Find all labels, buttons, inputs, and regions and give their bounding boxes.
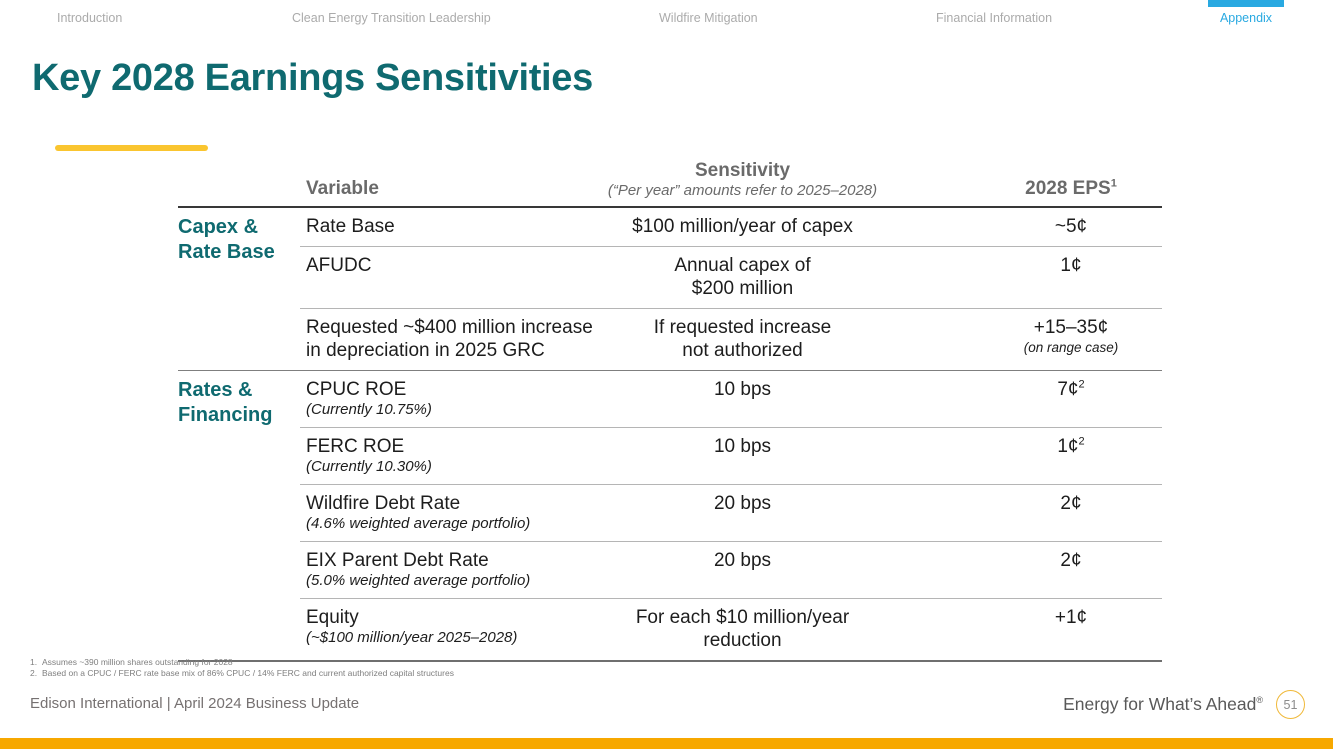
footnote: 2. Based on a CPUC / FERC rate base mix o… — [30, 668, 454, 678]
cell-eps: 1¢ — [980, 246, 1162, 309]
footnote: 1. Assumes ~390 million shares outstandin… — [30, 657, 233, 667]
cell-sensitivity: For each $10 million/year reduction — [595, 598, 980, 662]
nav-item-wildfire-mitigation[interactable]: Wildfire Mitigation — [659, 11, 758, 25]
table-row: Rates & Financing CPUC ROE (Currently 10… — [178, 370, 1162, 662]
column-header-eps: 2028 EPS1 — [980, 160, 1162, 208]
cell-variable: EIX Parent Debt Rate (5.0% weighted aver… — [300, 541, 595, 599]
page-number-badge: 51 — [1276, 690, 1305, 719]
cell-sensitivity: $100 million/year of capex — [632, 216, 853, 237]
title-accent-line — [55, 145, 208, 151]
table-row: EIX Parent Debt Rate (5.0% weighted aver… — [178, 541, 1162, 599]
table-row: Equity (~$100 million/year 2025–2028) Fo… — [178, 598, 1162, 662]
footer-presentation-title: Edison International | April 2024 Busine… — [30, 695, 360, 712]
brand-tagline: Energy for What’s Ahead® — [1063, 694, 1263, 714]
nav-item-clean-energy-transition-leadership[interactable]: Clean Energy Transition Leadership — [292, 11, 491, 25]
table-row: Capex & Rate Base Rate Base $100 million… — [178, 207, 1162, 263]
footer-right: Energy for What’s Ahead® 51 — [1063, 690, 1305, 719]
table-row: Wildfire Debt Rate (4.6% weighted averag… — [178, 484, 1162, 542]
cell-variable: FERC ROE (Currently 10.30%) — [300, 427, 595, 485]
cell-sensitivity: 20 bps — [595, 541, 980, 599]
bottom-accent-bar — [0, 738, 1333, 749]
cell-sensitivity: 20 bps — [595, 484, 980, 542]
column-header-group — [178, 160, 300, 208]
sensitivity-header-label: Sensitivity — [694, 160, 791, 181]
cell-eps: +1¢ — [980, 598, 1162, 662]
cell-sensitivity: If requested increase not authorized — [595, 308, 980, 371]
cell-variable: Equity (~$100 million/year 2025–2028) — [300, 598, 595, 662]
nav-item-label: Appendix — [1219, 11, 1273, 25]
group-label-rates-financing: Rates & Financing — [178, 370, 300, 662]
active-tab-indicator — [1208, 0, 1284, 7]
nav-item-introduction[interactable]: Introduction — [57, 11, 123, 25]
cell-eps: +15–35¢ (on range case) — [980, 308, 1162, 371]
eps-header-footnote-ref: 1 — [1110, 177, 1117, 190]
cell-sensitivity: Annual capex of $200 million — [595, 246, 980, 309]
page-title: Key 2028 Earnings Sensitivities — [32, 57, 593, 99]
cell-variable: AFUDC — [300, 246, 595, 309]
nav-item-financial-information[interactable]: Financial Information — [936, 11, 1053, 25]
group-label-capex-rate-base: Capex & Rate Base — [178, 216, 275, 263]
nav-bar: Introduction Clean Energy Transition Lea… — [0, 0, 1333, 30]
cell-variable: Requested ~$400 million increase in depr… — [300, 308, 595, 371]
eps-header-label: 2028 EPS — [1025, 178, 1111, 199]
cell-variable: CPUC ROE (Currently 10.75%) — [300, 370, 595, 428]
cell-eps: 7¢2 — [980, 370, 1162, 428]
cell-eps: 2¢ — [980, 484, 1162, 542]
cell-sensitivity: 10 bps — [595, 427, 980, 485]
sensitivity-header-note: (“Per year” amounts refer to 2025–2028) — [607, 182, 878, 199]
footnotes: 1. Assumes ~390 million shares outstandin… — [30, 657, 454, 679]
cell-eps: ~5¢ — [1054, 216, 1088, 237]
cell-eps: 1¢2 — [980, 427, 1162, 485]
nav-item-appendix[interactable]: Appendix — [1208, 0, 1284, 30]
cell-variable: Wildfire Debt Rate (4.6% weighted averag… — [300, 484, 595, 542]
cell-eps: 2¢ — [980, 541, 1162, 599]
table-header-row: Variable Sensitivity (“Per year” amounts… — [178, 160, 1162, 208]
table-row: Requested ~$400 million increase in depr… — [178, 308, 1162, 371]
table-row: FERC ROE (Currently 10.30%) 10 bps 1¢2 — [178, 427, 1162, 485]
cell-variable: Rate Base — [306, 216, 395, 237]
table-row: AFUDC Annual capex of $200 million 1¢ — [178, 246, 1162, 309]
column-header-sensitivity: Sensitivity (“Per year” amounts refer to… — [595, 160, 980, 208]
column-header-variable: Variable — [300, 160, 595, 208]
sensitivities-table: Variable Sensitivity (“Per year” amounts… — [178, 160, 1162, 662]
cell-sensitivity: 10 bps — [595, 370, 980, 428]
